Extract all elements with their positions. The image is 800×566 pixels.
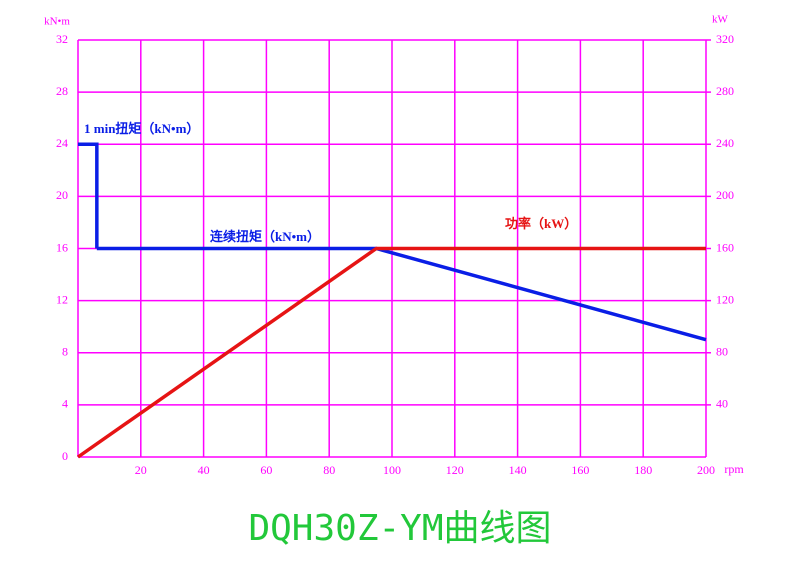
y2-tick-label: 40 xyxy=(716,397,728,411)
x-tick-label: 120 xyxy=(446,463,464,477)
x-tick-label: 100 xyxy=(383,463,401,477)
chart-title: DQH30Z-YM曲线图 xyxy=(248,508,551,549)
x-tick-label: 140 xyxy=(509,463,527,477)
x-tick-label: 60 xyxy=(260,463,272,477)
series-label: 连续扭矩（kN•m） xyxy=(210,229,320,244)
series-label: 1 min扭矩（kN•m） xyxy=(84,121,199,136)
series-line xyxy=(96,246,707,342)
series-label: 功率（kW） xyxy=(505,216,577,231)
y-tick-label: 24 xyxy=(56,136,68,150)
y-axis-label: kN•m xyxy=(44,16,70,28)
x-tick-label: 160 xyxy=(571,463,589,477)
series-line xyxy=(76,246,706,459)
y-tick-label: 28 xyxy=(56,84,68,98)
y-tick-label: 20 xyxy=(56,188,68,202)
y2-tick-label: 200 xyxy=(716,188,734,202)
x-tick-label: 40 xyxy=(198,463,210,477)
y-tick-label: 0 xyxy=(62,449,68,463)
y-tick-label: 32 xyxy=(56,32,68,46)
x-tick-label: 20 xyxy=(135,463,147,477)
y2-tick-label: 240 xyxy=(716,136,734,150)
y2-tick-label: 120 xyxy=(716,292,734,306)
y-tick-label: 16 xyxy=(56,240,68,254)
y2-tick-label: 320 xyxy=(716,32,734,46)
series-line xyxy=(78,142,99,249)
y-tick-label: 4 xyxy=(62,397,68,411)
x-tick-label: 180 xyxy=(634,463,652,477)
y2-axis-label: kW xyxy=(712,14,729,26)
y2-tick-label: 280 xyxy=(716,84,734,98)
x-tick-label: 200 xyxy=(697,463,715,477)
x-axis-label: rpm xyxy=(724,462,744,476)
y-tick-label: 12 xyxy=(56,292,68,306)
y2-tick-label: 80 xyxy=(716,345,728,359)
y2-tick-label: 160 xyxy=(716,240,734,254)
y-tick-label: 8 xyxy=(62,345,68,359)
x-tick-label: 80 xyxy=(323,463,335,477)
